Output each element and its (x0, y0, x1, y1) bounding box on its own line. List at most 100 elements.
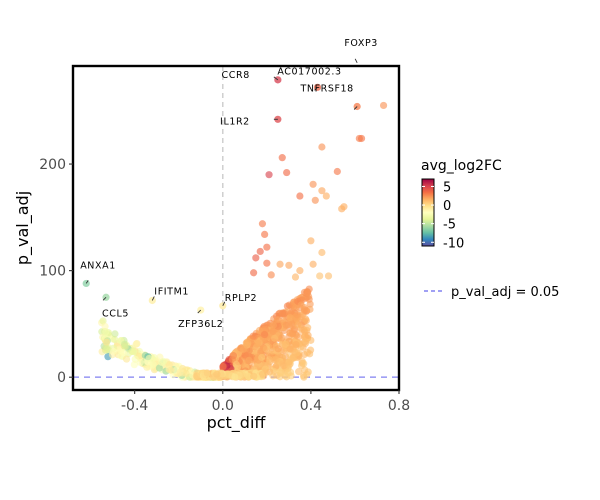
data-point (101, 322, 109, 331)
data-point (143, 363, 151, 371)
data-point (304, 324, 312, 332)
x-tick-label: 0.4 (300, 398, 322, 414)
data-point (232, 360, 240, 368)
data-point (158, 358, 166, 367)
data-point (132, 340, 140, 348)
data-point (265, 355, 273, 364)
colorbar-title: avg_log2FC (421, 158, 502, 174)
data-point (278, 309, 287, 318)
data-point (292, 303, 300, 312)
gene-label: TNFRSF18 (299, 84, 353, 95)
gene-labels: CCR8 FOXP3 AC017002.3 TNFRSF18 IL1R2 ANXA1 CCL… (80, 38, 378, 330)
data-point (304, 289, 312, 297)
data-point (203, 369, 211, 378)
y-tick-label: 200 (39, 157, 66, 173)
outlier-point (307, 237, 315, 245)
y-axis-label: p_val_adj (13, 191, 33, 265)
outlier-point (333, 167, 341, 176)
outlier-point (256, 247, 264, 256)
data-point (229, 352, 238, 360)
data-point (213, 370, 221, 378)
data-point (111, 330, 119, 338)
data-point (284, 358, 293, 366)
data-point (284, 369, 292, 377)
gene-label: CCR8 (222, 70, 250, 81)
data-point (231, 373, 239, 381)
data-point (306, 300, 314, 308)
outlier-point (261, 230, 269, 238)
label-leader-line (197, 309, 202, 314)
data-point (119, 349, 127, 357)
colorbar-tick-label: -10 (443, 236, 464, 251)
data-point (277, 368, 285, 376)
label-leader-line (151, 296, 155, 301)
label-leader-line (354, 58, 358, 64)
outlier-point (296, 267, 304, 275)
data-point (225, 370, 233, 378)
x-tick-label: 0.0 (212, 398, 234, 414)
data-point (259, 344, 267, 352)
data-point (111, 336, 119, 344)
data-point (122, 355, 131, 363)
data-point (294, 321, 302, 329)
outlier-point (265, 171, 273, 179)
gene-label: CCL5 (102, 308, 129, 319)
data-point (298, 326, 306, 334)
gene-label: ZFP36L2 (178, 319, 223, 330)
outlier-point (318, 143, 326, 151)
colorbar-ticks: 5 0 -5 -10 (422, 180, 464, 251)
y-tick-label: 0 (57, 370, 66, 386)
label-leader-line (85, 280, 89, 284)
outlier-point (278, 154, 286, 162)
data-point (278, 334, 286, 342)
data-point (286, 314, 294, 322)
line-legend: p_val_adj = 0.05 (424, 285, 559, 300)
outlier-point (318, 187, 326, 195)
data-point (130, 361, 138, 369)
y-tick-label: 100 (39, 264, 66, 280)
gene-label: IL1R2 (220, 116, 250, 127)
outlier-point (316, 272, 324, 280)
data-point (274, 316, 282, 324)
line-legend-label: p_val_adj = 0.05 (451, 285, 559, 300)
data-point (131, 355, 139, 363)
outlier-point (250, 269, 258, 277)
data-point (272, 356, 280, 364)
outlier-point (291, 273, 300, 281)
outlier-point (309, 260, 317, 268)
colorbar (421, 178, 435, 247)
data-point (145, 354, 153, 363)
outlier-point (283, 168, 291, 177)
gene-label: IFITM1 (154, 286, 189, 297)
label-leader-line (273, 76, 279, 81)
data-point (167, 366, 175, 374)
data-point (258, 370, 267, 379)
outlier-point (379, 101, 388, 110)
data-point (297, 301, 305, 309)
outlier-point (263, 259, 271, 267)
gene-label: AC017002.3 (277, 66, 341, 77)
outlier-point (285, 261, 293, 269)
data-point (192, 372, 201, 380)
label-leader-line (314, 86, 318, 91)
data-point (270, 334, 279, 342)
data-point (182, 369, 190, 378)
data-point (102, 343, 110, 351)
x-axis-label: pct_diff (207, 413, 267, 433)
data-point (149, 361, 157, 369)
data-points (82, 66, 388, 381)
data-point (282, 321, 290, 329)
data-point (176, 368, 184, 376)
data-point (274, 345, 282, 353)
data-point (128, 347, 136, 356)
data-point (295, 368, 303, 376)
data-point (301, 366, 309, 374)
outlier-point (276, 260, 284, 268)
x-tick-label: -0.4 (121, 398, 148, 414)
gene-label: FOXP3 (344, 38, 378, 49)
data-point (99, 317, 107, 325)
data-point (238, 370, 246, 378)
outlier-point (263, 243, 271, 251)
data-point (269, 327, 277, 336)
